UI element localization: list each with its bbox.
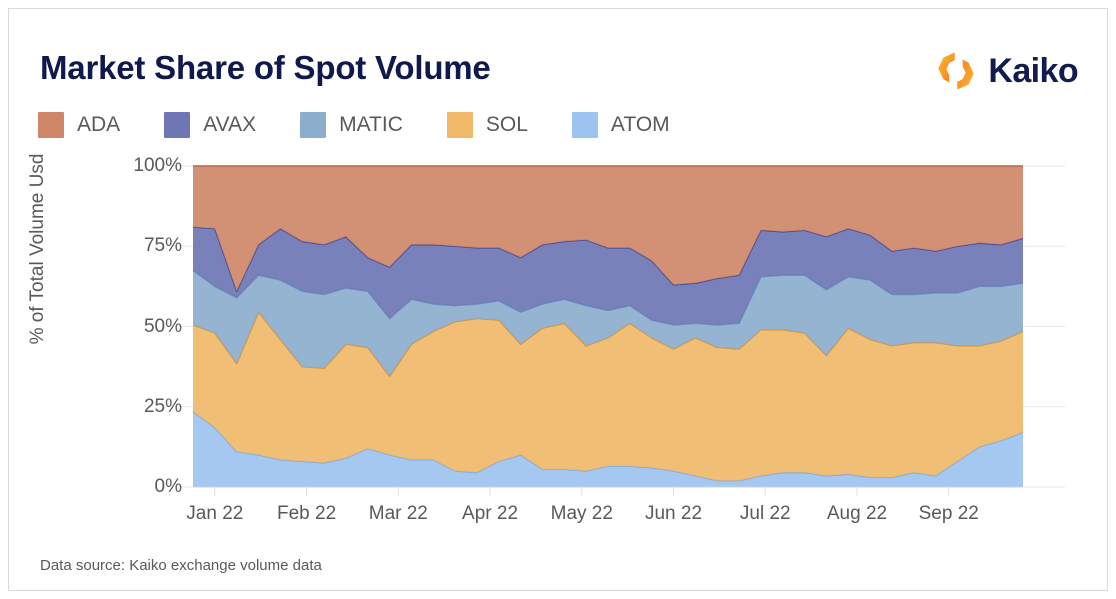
page-title: Market Share of Spot Volume [40,49,491,86]
source-note: Data source: Kaiko exchange volume data [40,557,322,574]
legend-label-matic: MATIC [339,113,403,136]
legend-item-ada[interactable]: ADA [38,112,120,138]
legend-swatch-ada [38,112,64,138]
legend: ADA AVAX MATIC SOL ATOM [38,112,714,138]
legend-label-avax: AVAX [203,113,257,136]
legend-swatch-avax [164,112,191,138]
legend-item-sol[interactable]: SOL [446,112,528,138]
legend-item-avax[interactable]: AVAX [164,112,256,138]
legend-label-atom: ATOM [610,113,670,136]
legend-label-sol: SOL [485,113,528,136]
legend-label-ada: ADA [77,113,121,136]
legend-swatch-sol [446,112,473,138]
legend-item-matic[interactable]: MATIC [300,112,403,138]
kaiko-logo: Kaiko [935,50,1079,92]
kaiko-logo-text: Kaiko [988,52,1078,90]
legend-item-atom[interactable]: ATOM [571,112,670,138]
legend-swatch-atom [571,112,598,138]
legend-swatch-matic [300,112,327,138]
figure-border [8,8,1108,591]
kaiko-logo-icon [935,50,977,92]
